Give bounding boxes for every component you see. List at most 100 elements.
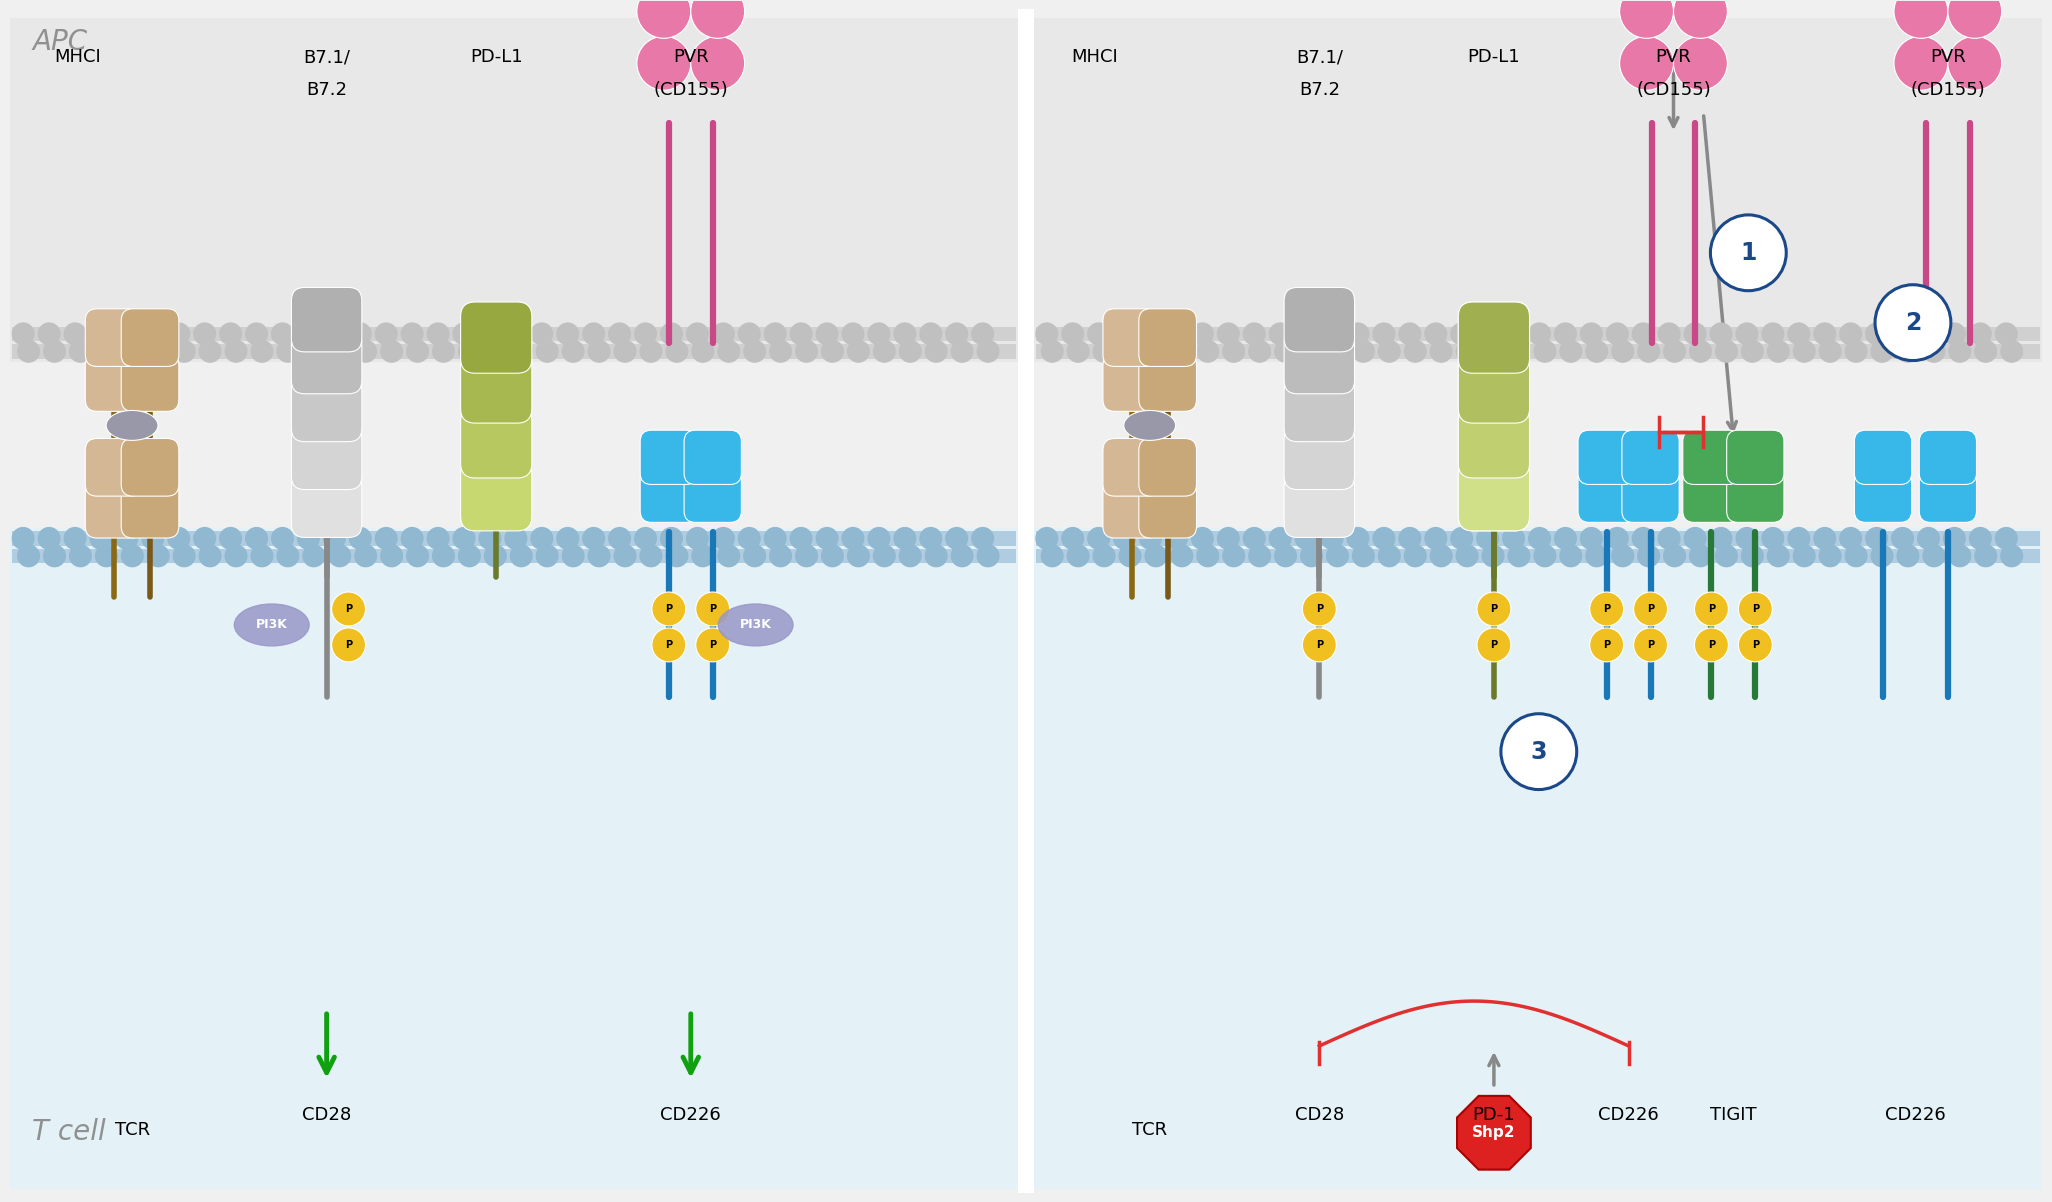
- Text: MHCI: MHCI: [53, 48, 101, 66]
- Circle shape: [39, 528, 60, 549]
- Circle shape: [1352, 545, 1375, 566]
- Circle shape: [1845, 340, 1867, 362]
- Circle shape: [614, 340, 636, 362]
- Circle shape: [1172, 340, 1192, 362]
- Circle shape: [973, 323, 993, 345]
- Text: P: P: [1603, 603, 1611, 614]
- FancyBboxPatch shape: [1285, 426, 1354, 489]
- Circle shape: [1767, 340, 1789, 362]
- FancyBboxPatch shape: [1726, 430, 1783, 484]
- FancyBboxPatch shape: [1459, 406, 1529, 478]
- Circle shape: [458, 545, 480, 566]
- Circle shape: [1820, 340, 1841, 362]
- Circle shape: [43, 340, 66, 362]
- Circle shape: [172, 545, 195, 566]
- Circle shape: [1947, 0, 2003, 38]
- Circle shape: [1274, 545, 1297, 566]
- Circle shape: [70, 340, 90, 362]
- Circle shape: [1118, 545, 1141, 566]
- FancyBboxPatch shape: [1036, 548, 2040, 563]
- Circle shape: [1500, 714, 1576, 790]
- Circle shape: [304, 340, 324, 362]
- Circle shape: [1586, 340, 1607, 362]
- Circle shape: [640, 545, 661, 566]
- FancyBboxPatch shape: [1459, 459, 1529, 531]
- Circle shape: [324, 528, 345, 549]
- FancyBboxPatch shape: [1102, 309, 1161, 367]
- Polygon shape: [1457, 1096, 1531, 1170]
- Circle shape: [1995, 528, 2017, 549]
- FancyBboxPatch shape: [121, 309, 179, 367]
- Circle shape: [770, 340, 792, 362]
- Circle shape: [1477, 593, 1510, 626]
- Circle shape: [1689, 545, 1711, 566]
- Circle shape: [304, 545, 324, 566]
- Text: P: P: [345, 639, 353, 650]
- Circle shape: [1947, 36, 2003, 90]
- Circle shape: [458, 340, 480, 362]
- Circle shape: [667, 545, 687, 566]
- Circle shape: [636, 36, 692, 90]
- Circle shape: [96, 340, 117, 362]
- Circle shape: [1613, 340, 1633, 362]
- Circle shape: [1919, 323, 1939, 345]
- Circle shape: [1529, 323, 1551, 345]
- Circle shape: [1217, 528, 1239, 549]
- Circle shape: [946, 528, 966, 549]
- Circle shape: [1529, 528, 1551, 549]
- Circle shape: [1715, 545, 1738, 566]
- Circle shape: [349, 528, 371, 549]
- Circle shape: [1348, 528, 1369, 549]
- Circle shape: [562, 340, 585, 362]
- FancyBboxPatch shape: [1459, 302, 1529, 374]
- Text: PI3K: PI3K: [739, 619, 772, 631]
- Circle shape: [355, 340, 376, 362]
- FancyBboxPatch shape: [683, 468, 741, 523]
- Circle shape: [1457, 340, 1477, 362]
- Circle shape: [12, 528, 35, 549]
- Text: T cell: T cell: [33, 1118, 107, 1146]
- Circle shape: [1217, 323, 1239, 345]
- Circle shape: [1919, 528, 1939, 549]
- FancyBboxPatch shape: [1855, 468, 1912, 523]
- Circle shape: [1658, 323, 1681, 345]
- Circle shape: [583, 323, 605, 345]
- FancyBboxPatch shape: [86, 309, 144, 367]
- Circle shape: [1841, 323, 1861, 345]
- Circle shape: [1373, 528, 1395, 549]
- Circle shape: [1633, 323, 1654, 345]
- Circle shape: [696, 627, 731, 662]
- Circle shape: [1145, 340, 1168, 362]
- Text: P: P: [1490, 639, 1498, 650]
- FancyBboxPatch shape: [12, 548, 1016, 563]
- Circle shape: [765, 528, 786, 549]
- Circle shape: [433, 545, 453, 566]
- Circle shape: [349, 323, 371, 345]
- Text: CD28: CD28: [1295, 1106, 1344, 1124]
- Circle shape: [868, 323, 891, 345]
- Text: B7.2: B7.2: [1299, 82, 1340, 100]
- Circle shape: [1820, 545, 1841, 566]
- Text: P: P: [1752, 603, 1759, 614]
- FancyBboxPatch shape: [1459, 406, 1529, 478]
- Circle shape: [1876, 285, 1951, 361]
- Circle shape: [952, 545, 973, 566]
- Circle shape: [1898, 340, 1919, 362]
- Circle shape: [1196, 340, 1219, 362]
- Circle shape: [1845, 545, 1867, 566]
- Circle shape: [614, 545, 636, 566]
- Text: PVR: PVR: [1656, 48, 1691, 66]
- Text: APC: APC: [33, 29, 88, 56]
- Circle shape: [1738, 593, 1773, 626]
- Circle shape: [1424, 323, 1447, 345]
- Text: P: P: [1603, 639, 1611, 650]
- Circle shape: [556, 528, 579, 549]
- Circle shape: [1586, 545, 1607, 566]
- Circle shape: [1871, 340, 1892, 362]
- Circle shape: [531, 323, 552, 345]
- Circle shape: [589, 340, 609, 362]
- Circle shape: [895, 528, 915, 549]
- Circle shape: [1674, 36, 1728, 90]
- Circle shape: [1088, 528, 1110, 549]
- FancyBboxPatch shape: [12, 344, 1016, 358]
